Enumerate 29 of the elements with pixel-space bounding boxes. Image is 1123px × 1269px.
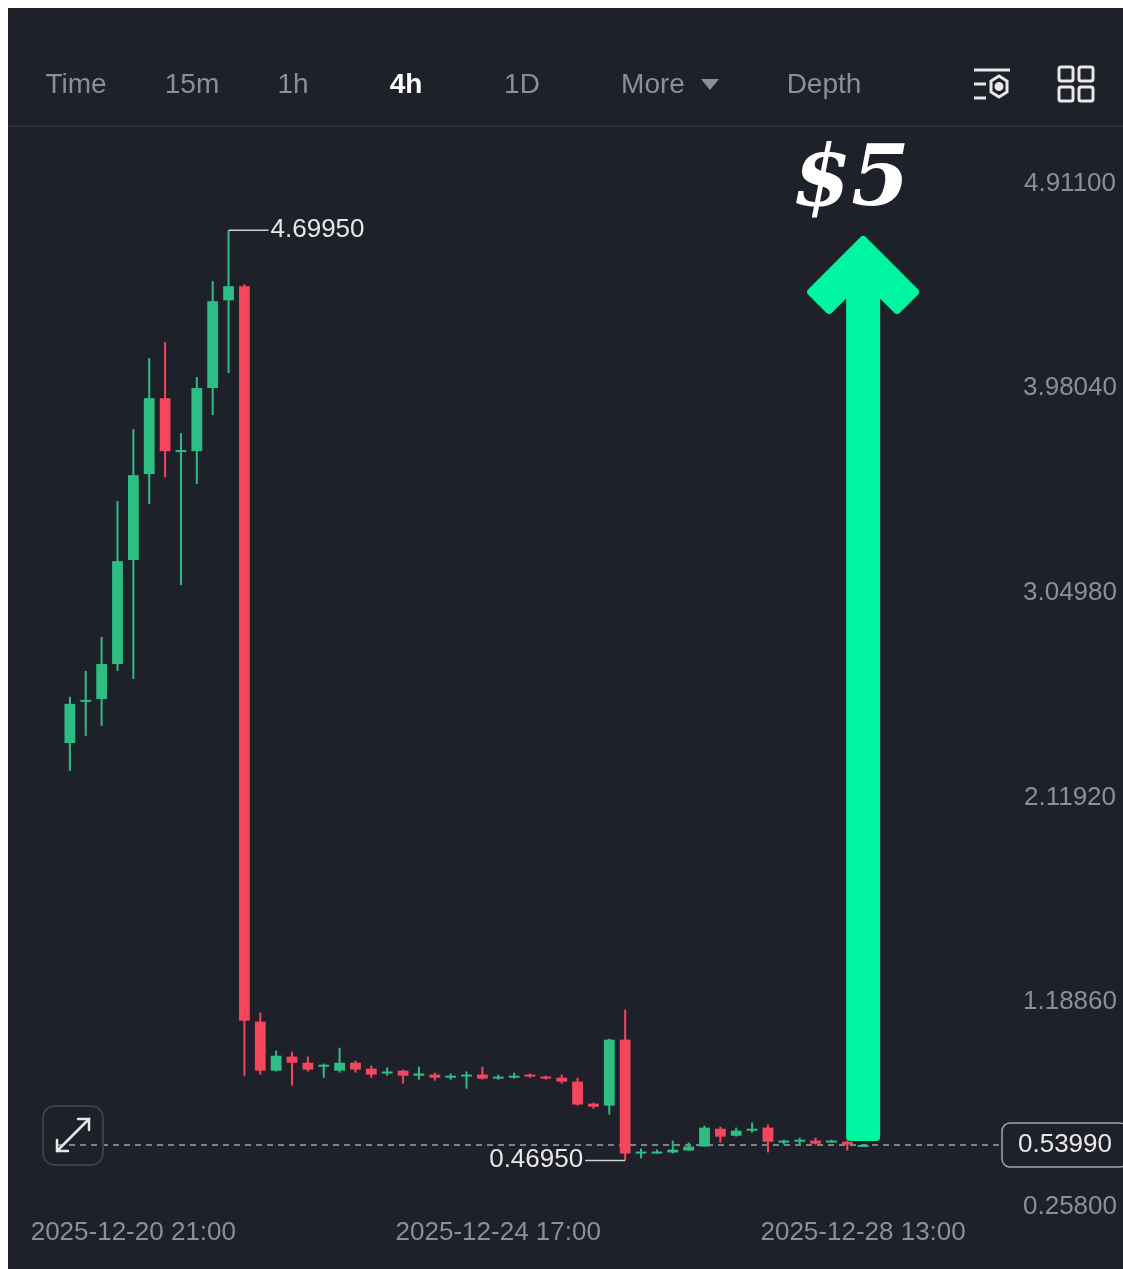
y-tick-label: 3.98040 bbox=[1023, 371, 1117, 402]
y-tick-label: 2.11920 bbox=[1023, 780, 1117, 811]
candlestick bbox=[270, 1049, 282, 1073]
y-tick-label: 1.18860 bbox=[1023, 985, 1117, 1016]
x-tick-label: 2025-12-28 13:00 bbox=[760, 1215, 966, 1246]
text: 1D bbox=[504, 68, 540, 100]
candlestick bbox=[699, 1124, 710, 1148]
candlestick bbox=[223, 229, 234, 375]
candlestick bbox=[572, 1076, 583, 1107]
candlestick bbox=[334, 1046, 345, 1074]
ref-line-label: 0.53990 bbox=[1018, 1127, 1112, 1158]
y-tick-label: 4.91100 bbox=[1023, 166, 1117, 197]
annotation: $5 bbox=[792, 125, 910, 225]
text: Time bbox=[45, 68, 107, 100]
y-tick-label: 0.25800 bbox=[1023, 1189, 1117, 1220]
x-tick-label: 2025-12-24 17:00 bbox=[395, 1215, 601, 1246]
text: 1h bbox=[277, 68, 309, 100]
annotation: 4.69950 bbox=[270, 213, 365, 244]
text: More bbox=[621, 68, 685, 100]
candlestick bbox=[80, 669, 92, 737]
candlestick bbox=[762, 1123, 774, 1154]
candlestick bbox=[175, 432, 187, 587]
text: 15m bbox=[164, 68, 220, 100]
text: 4h bbox=[389, 68, 423, 100]
candlestick bbox=[286, 1050, 298, 1087]
text: Depth bbox=[786, 68, 862, 100]
annotation: 0.46950 bbox=[489, 1143, 584, 1174]
y-tick-label: 3.04980 bbox=[1023, 575, 1117, 606]
x-tick-label: 2025-12-20 21:00 bbox=[30, 1215, 237, 1246]
